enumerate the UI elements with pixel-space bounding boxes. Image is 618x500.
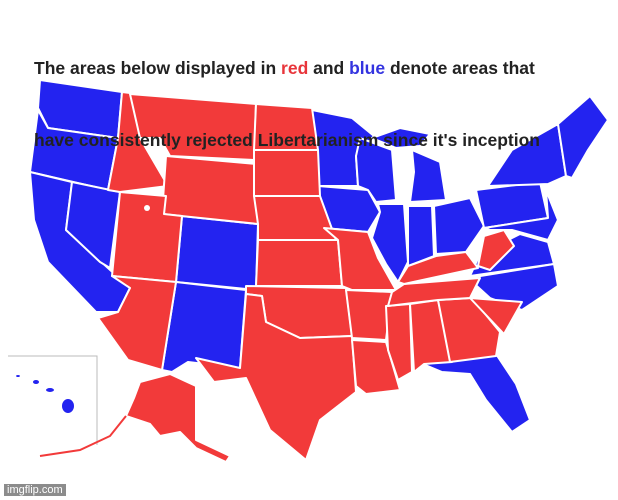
indiana: [407, 205, 435, 267]
inset-border: [8, 355, 98, 445]
illinois: [371, 203, 409, 283]
michigan-upper: [371, 127, 431, 149]
arizona: [97, 275, 177, 371]
salt-lake: [144, 205, 150, 211]
michigan: [409, 149, 447, 203]
caption-red: red: [281, 58, 309, 78]
ohio: [433, 197, 485, 255]
caption-text: The areas below displayed in: [34, 58, 282, 78]
arkansas: [345, 289, 393, 341]
missouri: [323, 227, 397, 291]
caption-blue: blue: [349, 58, 386, 78]
hawaii-island: [60, 397, 76, 415]
caption-line: have consistently rejected Libertarianis…: [34, 130, 540, 150]
florida: [417, 353, 531, 433]
west-virginia: [477, 229, 515, 271]
caption-text: denote areas that: [385, 58, 535, 78]
south-carolina: [469, 297, 523, 335]
louisiana: [351, 339, 401, 395]
watermark: imgflip.com: [4, 484, 66, 496]
caption: The areas below displayed in red and blu…: [34, 8, 540, 200]
texas: [195, 293, 357, 461]
hawaii-island: [31, 378, 41, 386]
aleutian-islands: [39, 415, 127, 457]
wisconsin: [355, 137, 397, 203]
kentucky: [397, 251, 479, 285]
caption-line: The areas below displayed in red and blu…: [34, 56, 540, 80]
new-england: [557, 95, 609, 179]
caption-text: and: [308, 58, 350, 78]
colorado: [175, 215, 259, 291]
hawaii-island: [44, 386, 56, 394]
north-carolina: [467, 263, 559, 311]
alaska: [125, 373, 231, 463]
kansas: [255, 239, 343, 287]
hawaii-island: [14, 373, 22, 379]
